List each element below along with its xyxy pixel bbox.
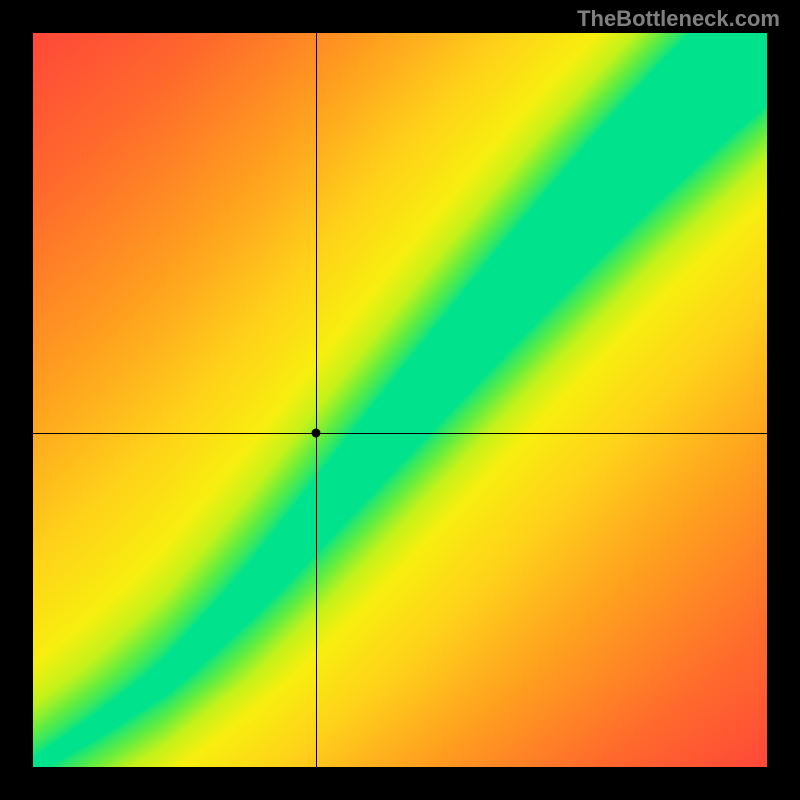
crosshair-horizontal (33, 433, 767, 434)
heatmap-canvas (33, 33, 767, 767)
crosshair-marker-dot (312, 429, 321, 438)
plot-area (33, 33, 767, 767)
watermark-text: TheBottleneck.com (577, 6, 780, 32)
crosshair-vertical (316, 33, 317, 767)
chart-container: TheBottleneck.com (0, 0, 800, 800)
